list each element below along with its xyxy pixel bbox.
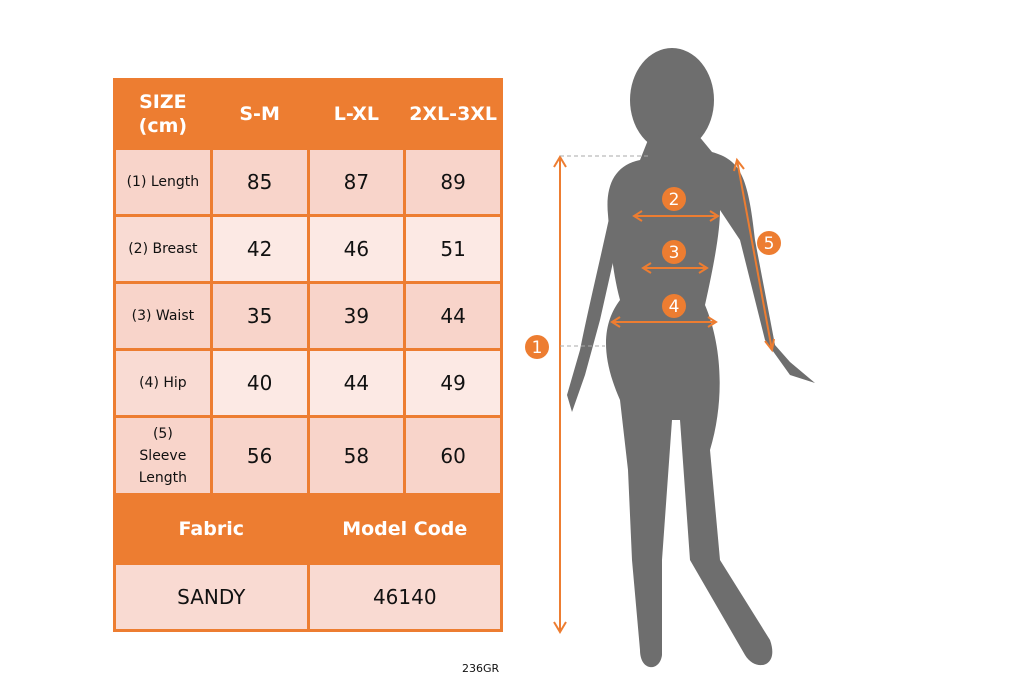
svg-text:3: 3	[669, 243, 680, 263]
header-s-m: S-M	[209, 78, 310, 150]
row-label: (3) Waist	[113, 281, 213, 351]
cell: 44	[403, 281, 503, 351]
header-size: SIZE (cm)	[113, 78, 213, 150]
silhouette	[567, 48, 815, 668]
marker-4: 4	[662, 294, 686, 318]
size-chart-table: SIZE (cm) S-M L-XL 2XL-3XL (1) Length 85…	[113, 78, 503, 632]
marker-1: 1	[525, 335, 549, 359]
table-header-row: SIZE (cm) S-M L-XL 2XL-3XL	[113, 78, 503, 150]
header-fabric: Fabric	[113, 493, 310, 565]
row-label: (4) Hip	[113, 348, 213, 418]
cell: 51	[403, 214, 503, 284]
cell: 58	[306, 415, 407, 496]
cell: 46	[306, 214, 407, 284]
footer-value-row: SANDY 46140	[113, 562, 503, 632]
cell: 42	[209, 214, 310, 284]
row-label: (1) Length	[113, 147, 213, 217]
row-label: (2) Breast	[113, 214, 213, 284]
table-row: (2) Breast 42 46 51	[113, 214, 503, 284]
table-row: (5) Sleeve Length 56 58 60	[113, 415, 503, 496]
cell: 35	[209, 281, 310, 351]
marker-3: 3	[662, 240, 686, 264]
model-code-value: 46140	[306, 562, 503, 632]
cell: 40	[209, 348, 310, 418]
header-2xl-3xl: 2XL-3XL	[403, 78, 503, 150]
fabric-value: SANDY	[113, 562, 310, 632]
cell: 56	[209, 415, 310, 496]
measurement-lines	[553, 155, 775, 634]
svg-text:1: 1	[532, 338, 543, 358]
marker-5: 5	[757, 231, 781, 255]
product-code: 236GR	[462, 662, 500, 675]
cell: 39	[306, 281, 407, 351]
row-label: (5) Sleeve Length	[113, 415, 213, 496]
cell: 85	[209, 147, 310, 217]
footer-header-row: Fabric Model Code	[113, 493, 503, 565]
header-l-xl: L-XL	[306, 78, 407, 150]
cell: 44	[306, 348, 407, 418]
cell: 89	[403, 147, 503, 217]
marker-2: 2	[662, 187, 686, 211]
table-row: (1) Length 85 87 89	[113, 147, 503, 217]
cell: 49	[403, 348, 503, 418]
svg-text:4: 4	[669, 297, 680, 317]
header-model-code: Model Code	[306, 493, 503, 565]
table-row: (3) Waist 35 39 44	[113, 281, 503, 351]
cell: 87	[306, 147, 407, 217]
table-row: (4) Hip 40 44 49	[113, 348, 503, 418]
svg-text:2: 2	[669, 190, 680, 210]
svg-text:5: 5	[764, 234, 775, 254]
cell: 60	[403, 415, 503, 496]
